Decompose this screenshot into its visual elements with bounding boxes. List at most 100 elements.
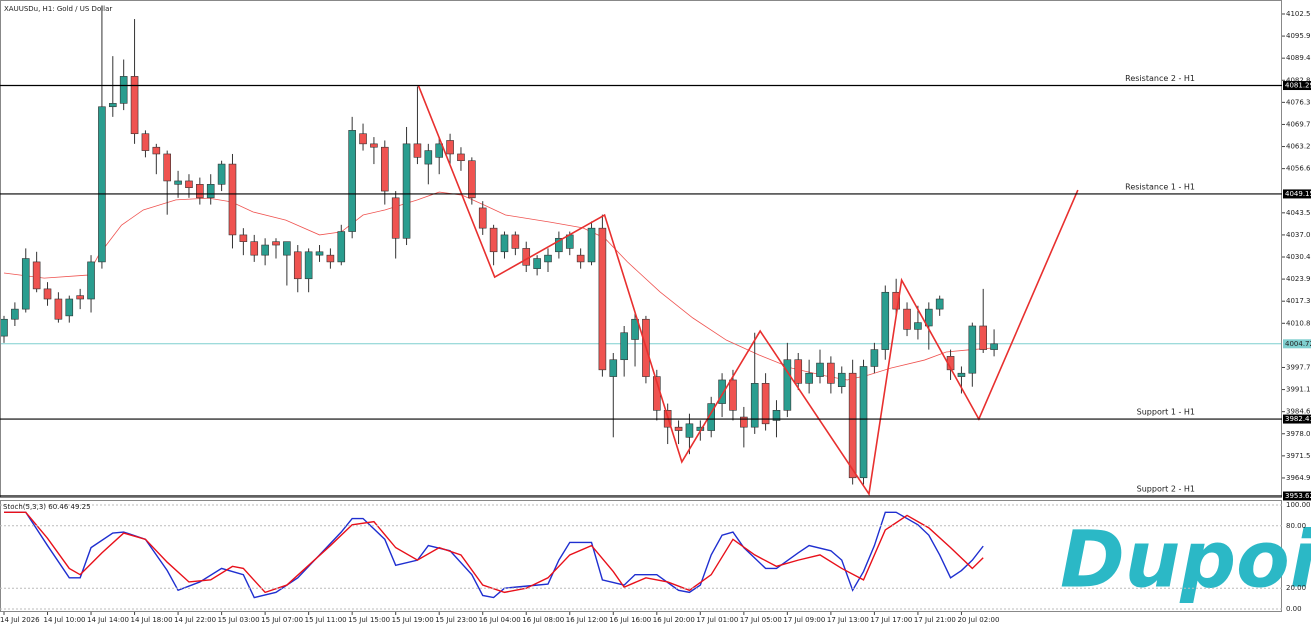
x-tick-label: 14 Jul 22:00 <box>174 616 216 624</box>
candle-body <box>413 143 422 158</box>
candle-body <box>794 359 803 384</box>
y-tick-label: 3971.50 <box>1286 452 1311 460</box>
x-tick-label: 15 Jul 07:00 <box>261 616 303 624</box>
x-tick-label: 14 Jul 10:00 <box>44 616 86 624</box>
x-tick-label: 14 Jul 2026 <box>0 616 40 624</box>
x-tick-label: 16 Jul 16:00 <box>609 616 651 624</box>
candle-body <box>761 383 770 425</box>
candle-body <box>924 308 933 327</box>
candle-body <box>337 231 346 263</box>
candle-body <box>293 251 302 280</box>
candle-body <box>141 133 150 151</box>
level-box <box>1283 491 1311 501</box>
stoch-tick-label: 80.00 <box>1286 522 1306 530</box>
stoch-tick-label: 20.00 <box>1286 584 1306 592</box>
candle-body <box>43 288 52 300</box>
y-tick-label: 3964.95 <box>1286 474 1311 482</box>
level-value: 3953.62 <box>1285 492 1311 500</box>
x-tick-label: 15 Jul 15:00 <box>348 616 390 624</box>
stoch-tick-label: 100.00 <box>1286 501 1311 509</box>
y-tick-label: 3991.15 <box>1286 386 1311 394</box>
candle-body <box>957 372 966 377</box>
candle-body <box>914 322 922 330</box>
y-tick-label: 4010.80 <box>1286 319 1311 327</box>
x-tick-label: 16 Jul 08:00 <box>522 616 564 624</box>
candle-body <box>729 379 737 411</box>
watermark: Dupoin <box>1060 515 1311 605</box>
candle-body <box>587 227 596 263</box>
candle-body <box>489 227 498 253</box>
x-tick-label: 17 Jul 01:00 <box>696 616 738 624</box>
chart-title: XAUUSDu, H1: Gold / US Dollar <box>4 5 112 13</box>
candle-body <box>1 318 8 337</box>
stoch-plot <box>4 511 984 599</box>
candle-body <box>261 244 269 256</box>
y-tick-label: 4102.50 <box>1286 10 1311 18</box>
stoch-tick-label: 0.00 <box>1286 605 1302 613</box>
candle-body <box>446 140 454 155</box>
current-price-value: 4004.72 <box>1285 340 1311 348</box>
candle-body <box>576 254 585 263</box>
x-tick-label: 17 Jul 05:00 <box>740 616 782 624</box>
x-tick-label: 14 Jul 14:00 <box>87 616 129 624</box>
y-tick-label: 4023.90 <box>1286 275 1311 283</box>
x-tick-label: 20 Jul 02:00 <box>957 616 999 624</box>
level-box <box>1283 414 1311 424</box>
candle-body <box>772 410 781 421</box>
candle-body <box>870 349 879 367</box>
candle-body <box>11 308 19 320</box>
candle-body <box>424 150 433 165</box>
level-name: Support 1 - H1 <box>1137 408 1195 417</box>
candle-body <box>32 261 41 290</box>
y-tick-label: 3978.05 <box>1286 430 1311 438</box>
candle-body <box>620 332 628 361</box>
y-tick-label: 4030.45 <box>1286 253 1311 261</box>
y-tick-label: 4089.40 <box>1286 54 1311 62</box>
candle-body <box>837 372 846 388</box>
candle-body <box>185 180 193 188</box>
candle-body <box>903 308 911 330</box>
candle-body <box>98 106 106 263</box>
y-tick-label: 4017.35 <box>1286 297 1311 305</box>
candle-body <box>370 143 378 148</box>
candle-body <box>500 234 509 253</box>
candle-body <box>65 298 74 317</box>
stoch-panel <box>0 500 1282 612</box>
moving-average <box>3 191 995 381</box>
zigzag <box>417 85 1079 497</box>
candle-body <box>631 318 639 340</box>
candle-body <box>217 163 226 185</box>
candle-body <box>892 291 900 310</box>
y-tick-label: 4043.55 <box>1286 209 1311 217</box>
candle-body <box>707 403 716 431</box>
candle-body <box>478 207 487 229</box>
candle-body <box>391 197 400 239</box>
candle-body <box>435 143 444 158</box>
candle-body <box>555 237 563 253</box>
candle-body <box>990 343 998 350</box>
x-tick-label: 17 Jul 09:00 <box>783 616 825 624</box>
level-value: 4049.15 <box>1285 190 1311 198</box>
level-value: 4081.29 <box>1285 82 1311 90</box>
y-tick-label: 4063.20 <box>1286 143 1311 151</box>
x-tick-label: 15 Jul 23:00 <box>435 616 477 624</box>
candle-body <box>522 248 531 266</box>
candle-body <box>544 254 552 263</box>
x-tick-label: 16 Jul 20:00 <box>653 616 695 624</box>
candle-body <box>805 372 813 384</box>
candle-body <box>109 103 117 108</box>
candle-body <box>163 153 171 182</box>
y-tick-label: 4082.85 <box>1286 76 1311 84</box>
x-tick-label: 17 Jul 17:00 <box>870 616 912 624</box>
candle-body <box>250 241 259 256</box>
candle-body <box>533 258 541 269</box>
x-tick-label: 15 Jul 11:00 <box>305 616 347 624</box>
level-name: Resistance 1 - H1 <box>1125 182 1195 191</box>
x-tick-label: 17 Jul 13:00 <box>827 616 869 624</box>
main-plot <box>1 5 1281 497</box>
y-tick-label: 4076.30 <box>1286 98 1311 106</box>
candle-body <box>54 298 63 320</box>
candle-body <box>152 146 161 155</box>
